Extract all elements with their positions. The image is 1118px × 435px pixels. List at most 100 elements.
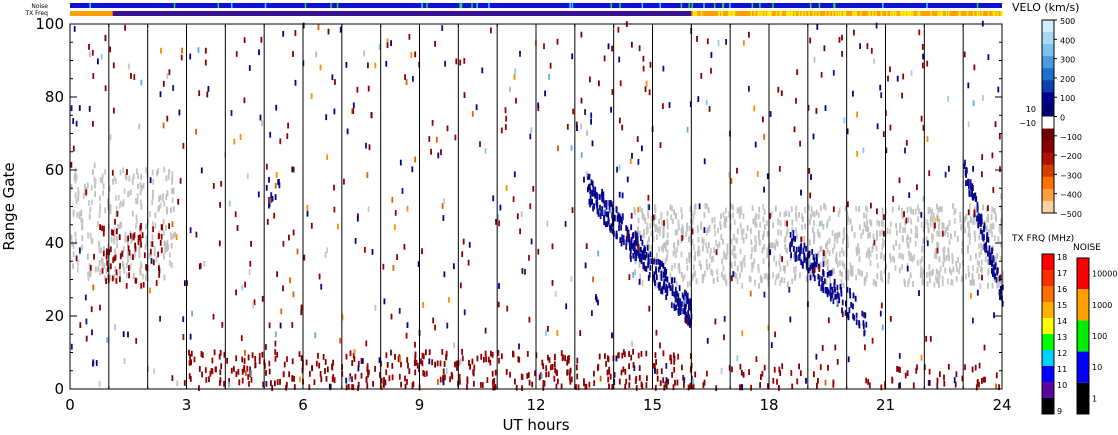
scatter-cell [837,211,840,217]
scatter-cell [947,247,950,254]
scatter-cell [70,234,73,241]
scatter-cell [992,264,995,271]
scatter-cell [721,258,723,265]
scatter-cell [246,365,249,372]
scatter-cell [628,363,630,370]
scatter-cell [165,246,168,252]
scatter-cell [595,294,597,300]
scatter-cell [92,120,94,127]
scatter-cell [458,373,461,380]
scatter-cell [271,195,274,202]
scatter-cell [153,245,156,252]
scatter-cell [163,166,166,173]
scatter-cell [235,355,238,362]
scatter-cell [859,43,861,49]
scatter-cell [785,231,788,238]
scatter-cell [597,365,599,371]
scatter-cell [399,356,401,363]
scatter-cell [987,283,989,289]
scatter-cell [664,257,667,264]
scatter-cell [984,376,986,383]
scatter-cell [664,242,666,248]
scatter-cell [907,281,909,288]
scatter-cell [772,377,775,384]
scatter-cell [724,274,726,281]
x-axis-label: UT hours [502,416,569,434]
scatter-cell [831,292,834,299]
scatter-cell [805,275,808,282]
scatter-cell [863,212,865,219]
scatter-cell [789,316,792,323]
scatter-cell [537,102,540,109]
txfreq-colorbar-title: TX FRQ (MHz) [1011,234,1074,244]
scatter-cell [390,313,393,320]
scatter-cell [115,278,118,284]
scatter-cell [876,262,879,269]
scatter-cell [751,205,754,211]
scatter-cell [979,214,982,221]
scatter-cell [787,281,789,288]
scatter-cell [677,263,680,270]
scatter-cell [762,216,765,223]
scatter-cell [288,234,290,241]
scatter-cell [454,134,457,141]
scatter-cell [656,274,658,281]
scatter-cell [150,258,153,264]
scatter-cell [692,264,695,271]
scatter-cell [898,205,900,211]
scatter-cell [241,368,244,375]
scatter-cell [791,226,794,233]
scatter-cell [766,274,769,281]
scatter-cell [774,279,777,286]
scatter-cell [220,180,223,187]
scatter-cell [720,271,723,278]
scatter-cell [896,366,898,372]
scatter-cell [116,272,119,279]
scatter-cell [632,245,635,252]
scatter-cell [856,250,858,256]
scatter-cell [547,354,549,361]
scatter-cell [271,385,274,391]
scatter-cell [140,174,142,180]
scatter-cell [171,187,173,194]
scatter-cell [379,372,381,378]
scatter-cell [127,256,129,263]
txfreq-strip-tick [930,11,932,16]
scatter-cell [754,141,757,148]
scatter-cell [138,123,141,130]
scatter-cell [132,273,135,279]
scatter-cell [100,247,102,254]
scatter-cell [176,380,179,387]
scatter-cell [862,323,865,330]
scatter-cell [101,258,104,264]
scatter-cell [73,175,76,182]
scatter-cell [77,195,80,202]
scatter-cell [838,207,841,214]
scatter-cell [929,277,931,284]
scatter-cell [634,230,637,237]
scatter-cell [881,324,884,331]
scatter-cell [112,230,115,236]
scatter-cell [171,221,174,228]
scatter-cell [794,236,797,242]
scatter-cell [722,211,725,218]
scatter-cell [689,320,691,326]
txfreq-strip-tick [761,11,763,16]
scatter-cell [691,375,693,382]
scatter-cell [422,302,424,308]
scatter-cell [834,344,837,351]
scatter-cell [981,171,983,178]
scatter-cell [991,231,993,237]
scatter-cell [832,247,834,254]
scatter-cell [547,371,550,378]
scatter-cell [204,59,207,66]
scatter-cell [824,205,827,211]
scatter-cell [986,259,989,265]
scatter-cell [921,245,924,252]
scatter-cell [357,381,360,388]
scatter-cell [912,209,915,215]
scatter-cell [348,376,351,382]
scatter-cell [134,251,136,258]
scatter-cell [119,253,122,260]
